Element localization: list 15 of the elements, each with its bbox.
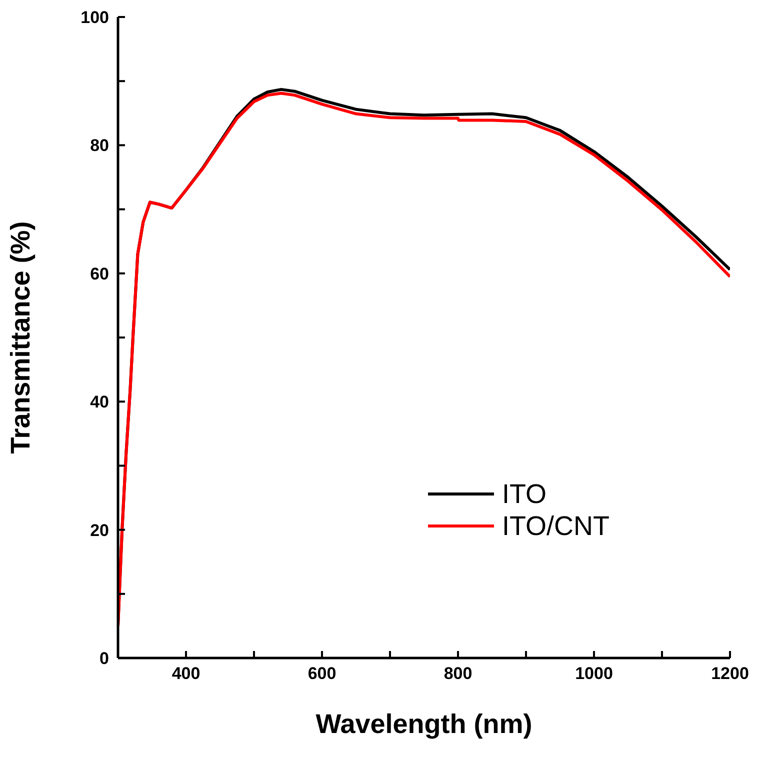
y-axis-title: Transmittance (%) xyxy=(6,221,36,454)
y-tick-label: 40 xyxy=(90,392,109,412)
x-tick-label: 800 xyxy=(444,664,472,684)
legend-label: ITO/CNT xyxy=(502,510,610,542)
y-tick-label: 80 xyxy=(90,136,109,156)
x-tick-label: 1000 xyxy=(575,664,613,684)
legend-label: ITO xyxy=(502,478,547,510)
x-tick-label: 1200 xyxy=(711,664,749,684)
x-axis-title: Wavelength (nm) xyxy=(316,709,532,739)
x-tick-label: 400 xyxy=(172,664,200,684)
y-tick-label: 60 xyxy=(90,264,109,284)
x-tick-label: 600 xyxy=(308,664,336,684)
y-tick-label: 20 xyxy=(90,520,109,540)
y-tick-label: 0 xyxy=(100,649,109,668)
y-tick-label: 100 xyxy=(80,8,109,28)
